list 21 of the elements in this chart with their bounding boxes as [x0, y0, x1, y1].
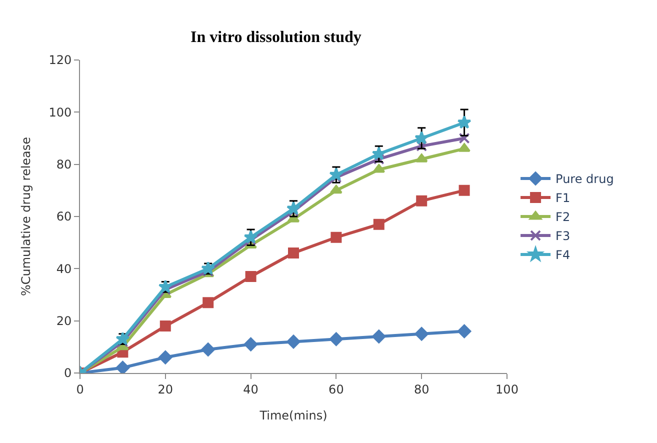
- x-axis-title: Time(mins): [258, 408, 328, 422]
- x-tick-label: 60: [328, 382, 344, 396]
- legend-label: F1: [556, 191, 570, 206]
- y-tick-label: 100: [48, 105, 72, 120]
- chart-title: In vitro dissolution study: [190, 29, 362, 46]
- legend-label: Pure drug: [556, 172, 614, 186]
- x-tick-label: 100: [496, 382, 518, 396]
- x-tick-label: 0: [76, 382, 84, 396]
- y-tick-label: 20: [56, 314, 72, 328]
- legend-label: F4: [556, 248, 570, 262]
- legend-label: F3: [556, 229, 570, 244]
- x-tick-label: 40: [243, 382, 258, 396]
- y-tick-label: 120: [48, 53, 72, 68]
- y-tick-label: 40: [56, 262, 72, 276]
- x-tick-label: 80: [414, 382, 430, 396]
- legend-label: F2: [556, 210, 570, 224]
- x-tick-label: 20: [158, 382, 174, 396]
- y-tick-label: 0: [64, 366, 72, 380]
- y-axis-title: %Cumulative drug release: [18, 136, 33, 296]
- y-tick-label: 80: [56, 158, 72, 172]
- y-tick-label: 60: [56, 210, 72, 224]
